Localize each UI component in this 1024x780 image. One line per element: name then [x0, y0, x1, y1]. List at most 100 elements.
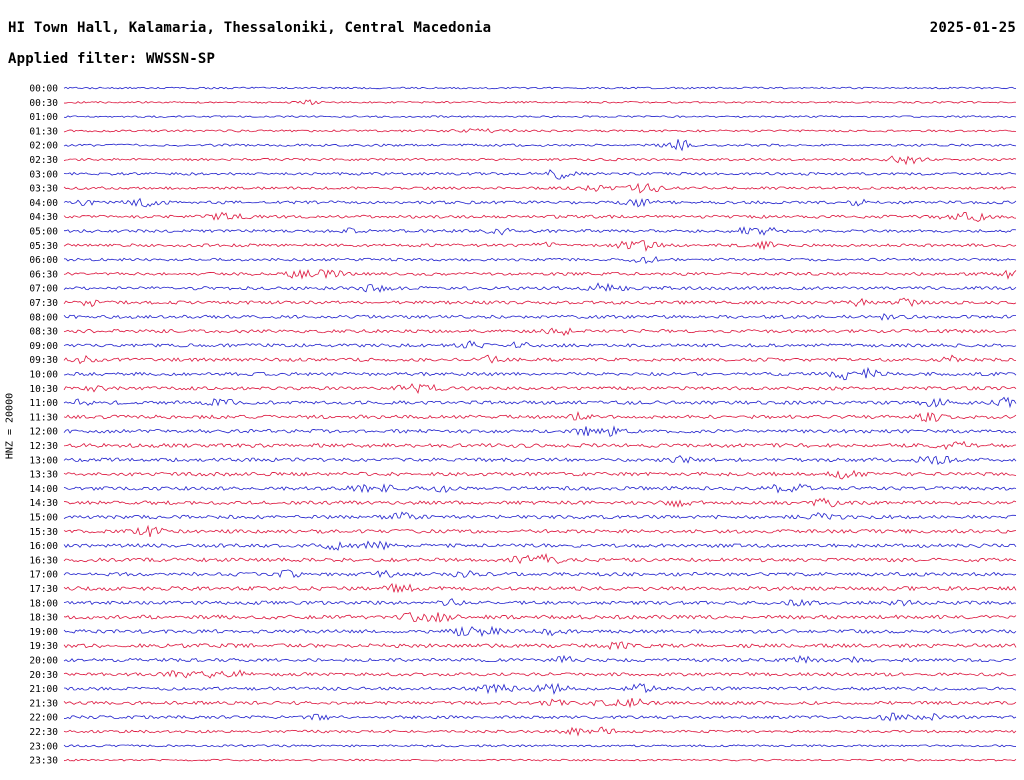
- time-label: 21:30: [29, 698, 58, 709]
- trace-row-01:00: [63, 115, 1017, 118]
- time-label: 21:00: [29, 684, 58, 695]
- time-label: 04:00: [29, 198, 58, 209]
- time-label: 05:30: [29, 241, 58, 252]
- trace-row-17:00: [63, 569, 1017, 579]
- trace-row-05:30: [63, 240, 1017, 252]
- time-label: 15:00: [29, 513, 58, 524]
- time-label: 19:00: [29, 627, 58, 638]
- trace-row-03:00: [63, 169, 1017, 180]
- trace-row-20:00: [63, 654, 1017, 664]
- time-label: 00:30: [29, 98, 58, 109]
- trace-row-07:30: [63, 297, 1017, 308]
- trace-row-03:30: [63, 182, 1017, 194]
- time-label: 09:00: [29, 341, 58, 352]
- trace-row-08:30: [63, 327, 1017, 337]
- time-label: 09:30: [29, 355, 58, 366]
- trace-row-09:30: [63, 354, 1017, 365]
- time-label: 18:30: [29, 613, 58, 624]
- trace-row-05:00: [63, 226, 1017, 236]
- trace-row-18:00: [63, 598, 1017, 607]
- trace-row-16:30: [63, 552, 1017, 565]
- time-label: 19:30: [29, 641, 58, 652]
- trace-row-12:00: [63, 425, 1017, 437]
- time-label: 01:30: [29, 126, 58, 137]
- time-label: 15:30: [29, 527, 58, 538]
- time-label: 07:00: [29, 284, 58, 295]
- time-label: 23:00: [29, 741, 58, 752]
- trace-row-21:30: [63, 697, 1017, 709]
- trace-row-19:30: [63, 641, 1017, 651]
- trace-row-10:30: [63, 383, 1017, 395]
- time-label: 13:30: [29, 470, 58, 481]
- trace-row-16:00: [63, 540, 1017, 551]
- trace-row-12:30: [63, 440, 1017, 451]
- time-label: 11:00: [29, 398, 58, 409]
- trace-row-14:30: [63, 497, 1017, 508]
- trace-row-04:00: [63, 197, 1017, 208]
- time-label: 05:00: [29, 227, 58, 238]
- time-label: 04:30: [29, 212, 58, 223]
- time-label: 16:30: [29, 555, 58, 566]
- time-label: 12:00: [29, 427, 58, 438]
- trace-row-08:00: [63, 313, 1017, 321]
- station-title: HI Town Hall, Kalamaria, Thessaloniki, C…: [8, 20, 492, 36]
- trace-row-07:00: [63, 282, 1017, 293]
- time-label: 18:00: [29, 598, 58, 609]
- time-label: 14:30: [29, 498, 58, 509]
- trace-row-17:30: [63, 583, 1017, 594]
- header-row: HI Town Hall, Kalamaria, Thessaloniki, C…: [8, 20, 1016, 36]
- time-label: 20:00: [29, 656, 58, 667]
- trace-row-15:30: [63, 524, 1017, 537]
- time-label: 07:30: [29, 298, 58, 309]
- trace-row-09:00: [63, 340, 1017, 349]
- trace-row-10:00: [63, 366, 1017, 381]
- trace-row-13:30: [63, 469, 1017, 480]
- filter-label: Applied filter: WWSSN-SP: [8, 51, 216, 67]
- time-label: 03:00: [29, 169, 58, 180]
- time-label: 22:00: [29, 713, 58, 724]
- time-label: 22:30: [29, 727, 58, 738]
- date-label: 2025-01-25: [929, 20, 1016, 36]
- trace-row-04:30: [63, 211, 1017, 222]
- trace-row-11:30: [63, 411, 1017, 423]
- time-label: 23:30: [29, 756, 58, 767]
- trace-row-00:30: [63, 99, 1017, 106]
- trace-row-22:30: [63, 726, 1017, 737]
- time-label: 10:00: [29, 370, 58, 381]
- trace-row-01:30: [63, 128, 1017, 134]
- trace-row-14:00: [63, 483, 1017, 494]
- trace-row-23:00: [63, 744, 1017, 748]
- time-label: 08:30: [29, 327, 58, 338]
- time-label: 20:30: [29, 670, 58, 681]
- trace-row-06:00: [63, 256, 1017, 265]
- time-label: 06:30: [29, 269, 58, 280]
- time-label: 10:30: [29, 384, 58, 395]
- trace-row-22:00: [63, 712, 1017, 722]
- trace-row-18:30: [63, 612, 1017, 623]
- trace-row-23:30: [63, 758, 1017, 762]
- trace-row-11:00: [63, 396, 1017, 409]
- time-label: 16:00: [29, 541, 58, 552]
- trace-row-00:00: [63, 86, 1017, 90]
- trace-row-20:30: [63, 669, 1017, 679]
- time-label: 06:00: [29, 255, 58, 266]
- time-label: 02:30: [29, 155, 58, 166]
- time-label: 03:30: [29, 184, 58, 195]
- trace-row-02:30: [63, 155, 1017, 166]
- time-label: 01:00: [29, 112, 58, 123]
- time-label: 00:00: [29, 84, 58, 95]
- time-label: 17:00: [29, 570, 58, 581]
- time-label: 13:00: [29, 455, 58, 466]
- time-label: 12:30: [29, 441, 58, 452]
- time-label: 14:00: [29, 484, 58, 495]
- trace-row-21:00: [63, 682, 1017, 695]
- filter-row: Applied filter: WWSSN-SP: [8, 51, 215, 67]
- time-label: 02:00: [29, 141, 58, 152]
- time-label: 11:30: [29, 412, 58, 423]
- trace-row-13:00: [63, 455, 1017, 466]
- trace-row-19:00: [63, 625, 1017, 638]
- trace-row-06:30: [63, 269, 1017, 280]
- time-label: 17:30: [29, 584, 58, 595]
- time-label: 08:00: [29, 312, 58, 323]
